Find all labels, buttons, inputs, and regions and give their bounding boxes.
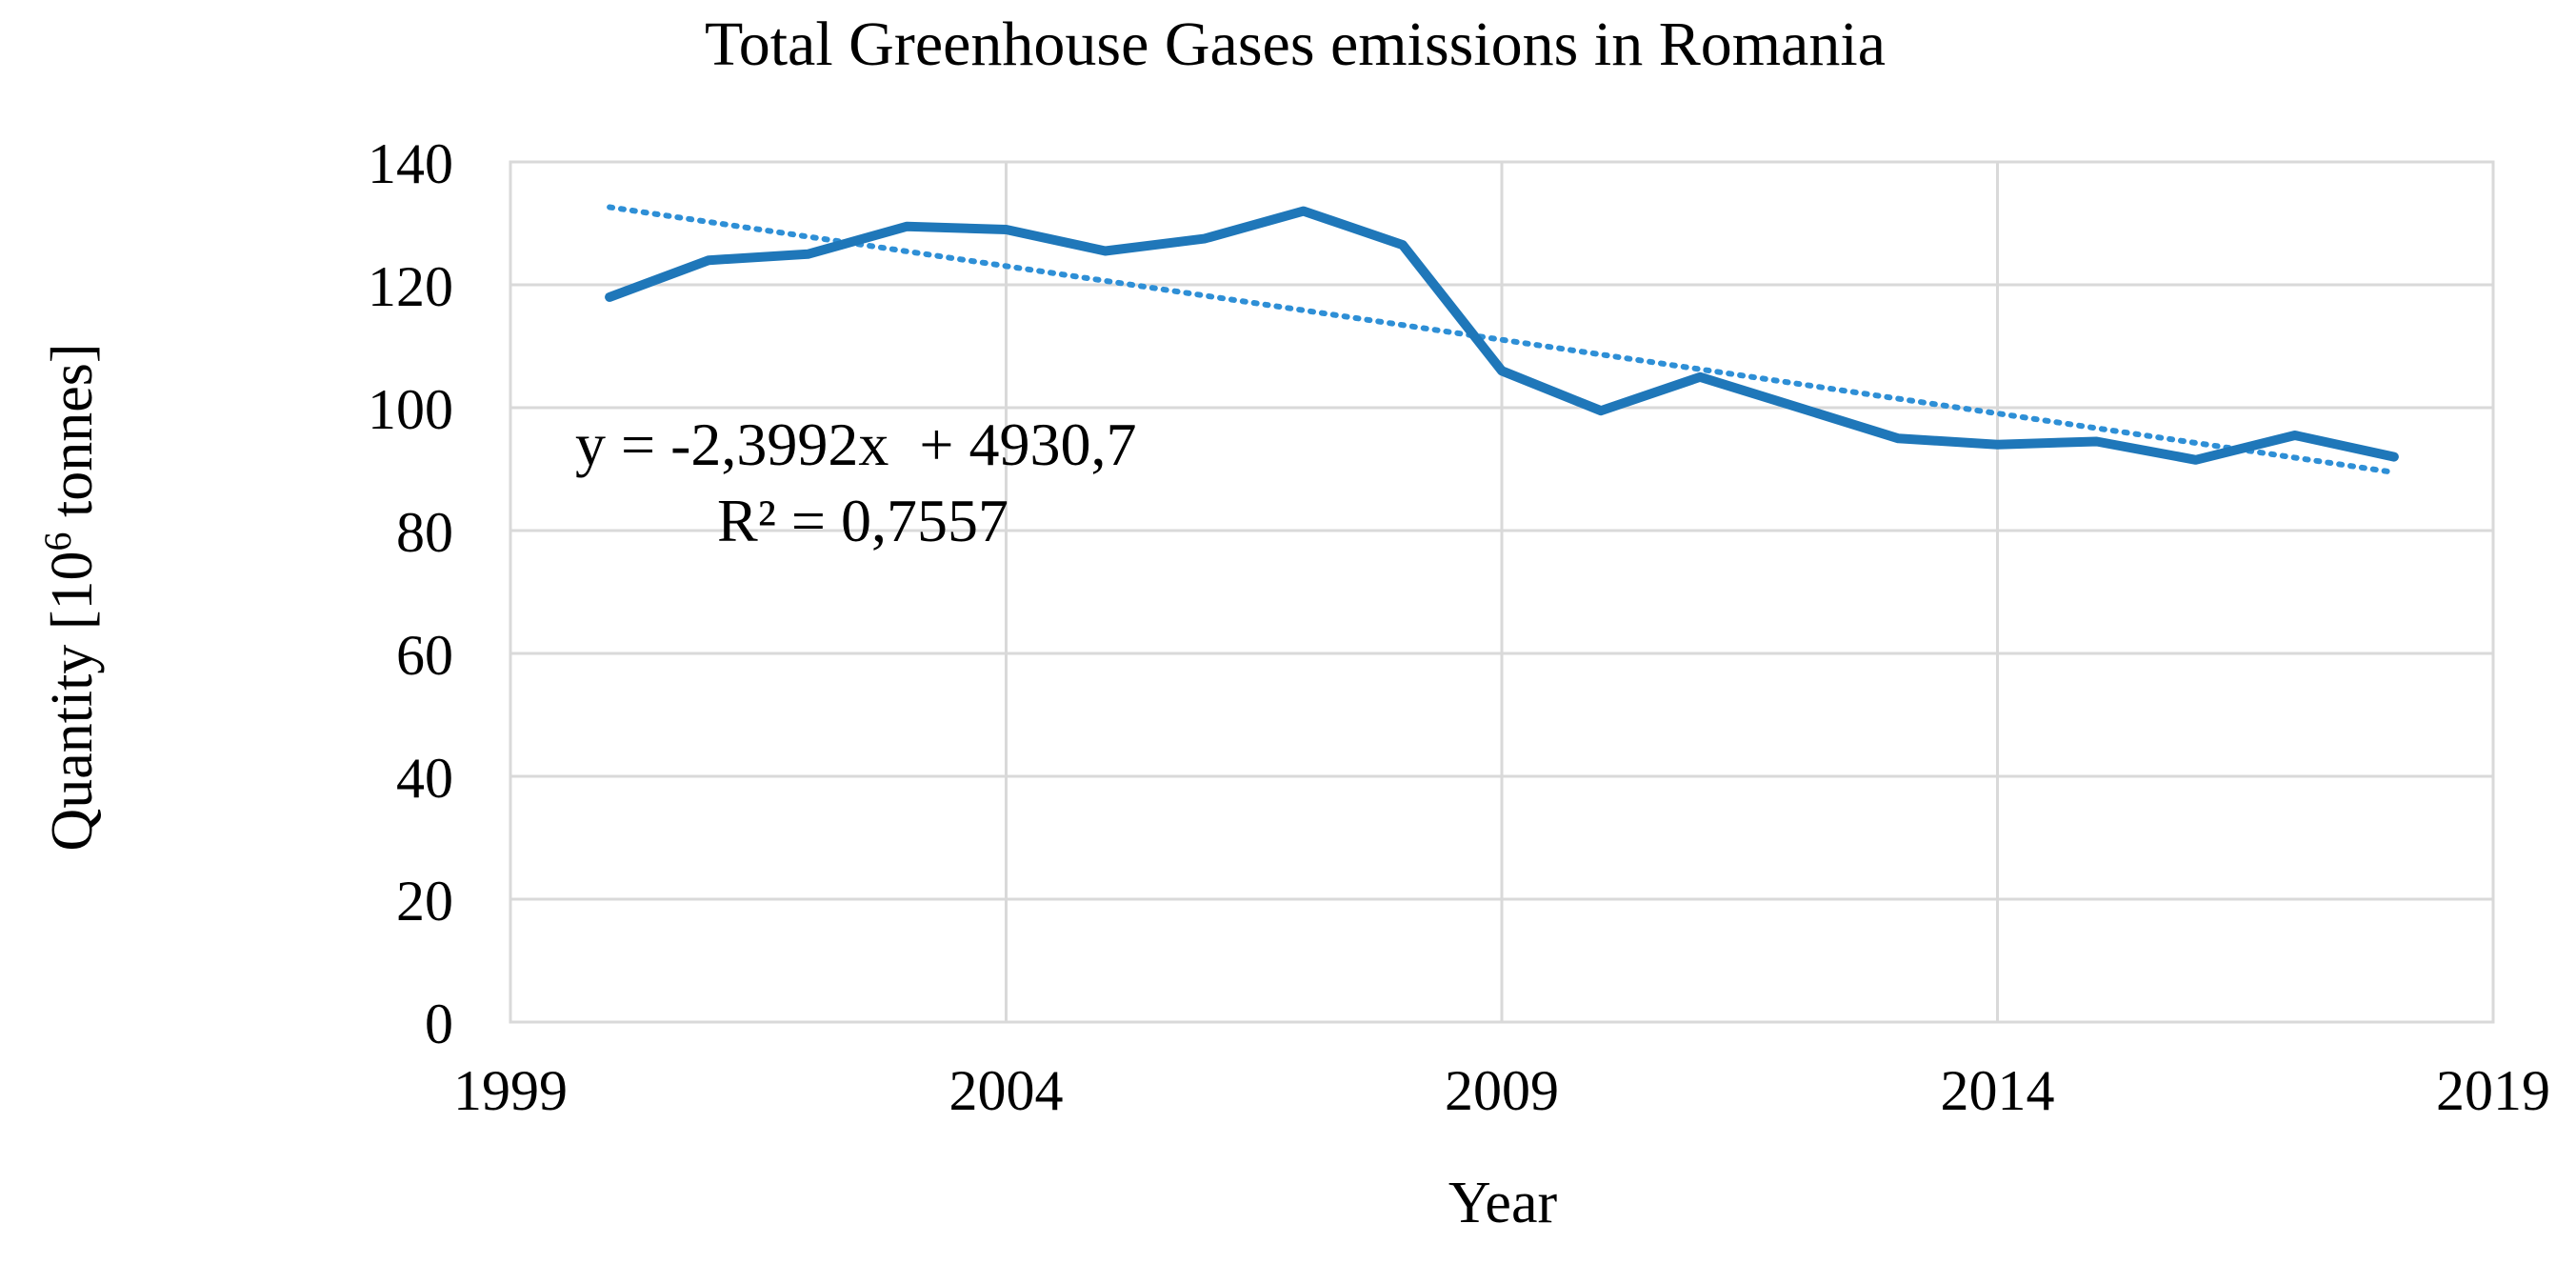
y-tick-label: 120	[368, 255, 453, 318]
y-tick-label: 100	[368, 378, 453, 441]
chart-title: Total Greenhouse Gases emissions in Roma…	[705, 10, 1886, 79]
y-tick-label: 20	[396, 870, 453, 933]
y-axis-title-unit: tonnes]	[40, 343, 105, 532]
y-tick-label: 40	[396, 747, 453, 810]
grid	[509, 160, 2495, 1024]
y-axis-title-base: Quantity [10	[40, 551, 105, 851]
trendline-line	[607, 204, 2397, 475]
x-tick-label: 1999	[453, 1059, 568, 1122]
x-tick-label: 2014	[1941, 1059, 2055, 1122]
y-tick-label: 80	[396, 501, 453, 564]
axes: 0 20 40 60 80 100 120 140 1999 2004 2009 2014 2019	[368, 132, 2550, 1122]
y-tick-label: 0	[425, 993, 453, 1055]
trendline	[607, 204, 2397, 475]
x-tick-label: 2019	[2436, 1059, 2550, 1122]
trendline-equation: y = -2,3992x + 4930,7	[575, 411, 1137, 478]
series-layer	[605, 206, 2399, 465]
y-axis-title-superscript: 6	[36, 532, 79, 551]
trendline-r-squared: R² = 0,7557	[717, 487, 1008, 554]
y-axis-title: Quantity [106 tonnes]	[36, 343, 106, 851]
y-tick-label: 60	[396, 624, 453, 687]
x-axis-title: Year	[1448, 1171, 1558, 1235]
y-tick-label: 140	[368, 132, 453, 195]
labels: Total Greenhouse Gases emissions in Roma…	[36, 10, 1886, 1235]
series-line	[605, 206, 2399, 465]
x-tick-label: 2009	[1445, 1059, 1559, 1122]
x-tick-label: 2004	[949, 1059, 1064, 1122]
